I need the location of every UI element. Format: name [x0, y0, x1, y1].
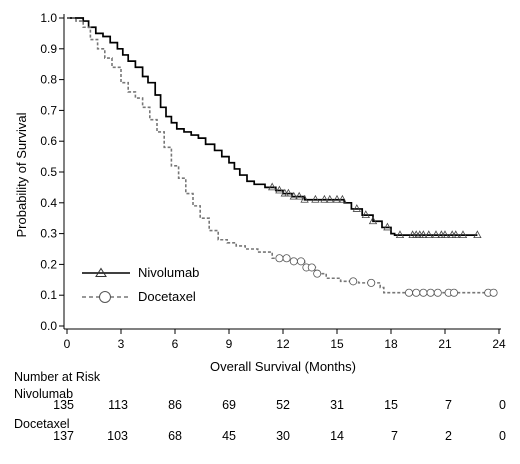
- risk-value-nivolumab: 135: [53, 398, 74, 412]
- censor-marker-triangle: [325, 194, 334, 203]
- risk-group-label-nivolumab: Nivolumab: [14, 387, 73, 401]
- x-tick-label: 9: [226, 337, 233, 351]
- legend: Nivolumab Docetaxel: [82, 265, 199, 304]
- x-tick-label: 6: [172, 337, 179, 351]
- axes: 0.0 0.1 0.2 0.3 0.4 0.5 0.6 0.7 0.8 0.9 1.0 0 3 6 9 12 1…: [40, 11, 506, 351]
- legend-label-docetaxel: Docetaxel: [138, 289, 196, 304]
- censor-marker-circle: [419, 288, 428, 297]
- x-tick-label: 3: [118, 337, 125, 351]
- censor-marker-triangle: [284, 188, 293, 197]
- risk-value-nivolumab: 69: [222, 398, 236, 412]
- censor-marker-circle: [275, 254, 284, 263]
- censor-marker-triangle: [320, 194, 329, 203]
- censor-marker-circle: [404, 288, 413, 297]
- censor-marker-triangle: [289, 191, 298, 200]
- x-tick-label: 12: [276, 337, 290, 351]
- censor-marker-triangle: [424, 230, 433, 239]
- legend-circle-icon: [99, 291, 111, 303]
- risk-group-label-docetaxel: Docetaxel: [14, 417, 70, 431]
- censor-marker-triangle: [275, 185, 284, 194]
- x-tick-label: 15: [330, 337, 344, 351]
- censor-marker-circle: [307, 263, 316, 272]
- y-tick-label: 0.4: [40, 196, 57, 210]
- risk-value-docetaxel: 14: [330, 429, 344, 443]
- y-tick-label: 0.9: [40, 42, 57, 56]
- censor-marker-circle: [289, 257, 298, 266]
- y-tick-label: 0.7: [40, 103, 57, 117]
- censor-marker-triangle: [300, 194, 309, 203]
- censor-marker-triangle: [352, 204, 361, 212]
- y-axis-title: Probability of Survival: [14, 112, 29, 237]
- legend-triangle-icon: [95, 267, 107, 277]
- censor-marker-triangle: [440, 230, 450, 239]
- censor-marker-circle: [433, 288, 442, 297]
- censor-marker-circle: [367, 278, 376, 287]
- censor-marker-circle: [296, 257, 305, 266]
- risk-values: 135 113 86 69 52 31 15 7 0 137 103 68 45 30 14 7 2 0: [53, 398, 506, 443]
- censor-marker-triangle: [395, 230, 405, 239]
- y-tick-label: 0.2: [40, 257, 57, 271]
- censor-marker-circle: [412, 288, 421, 297]
- censor-marker-circle: [313, 269, 322, 278]
- censor-marker-circle: [349, 277, 358, 286]
- censor-marker-triangle: [361, 210, 370, 219]
- risk-value-docetaxel: 0: [499, 429, 506, 443]
- censor-marker-triangle: [338, 194, 347, 203]
- x-tick-label: 0: [64, 337, 71, 351]
- censor-marker-triangle: [473, 230, 482, 239]
- y-tick-label: 0.5: [40, 165, 57, 179]
- censor-marker-circle: [426, 288, 435, 297]
- risk-value-docetaxel: 30: [276, 429, 290, 443]
- censor-marker-triangle: [268, 182, 277, 191]
- y-tick-label: 0.6: [40, 134, 57, 148]
- risk-value-docetaxel: 103: [107, 429, 128, 443]
- censor-marker-circle: [449, 288, 458, 297]
- x-tick-label: 18: [384, 337, 398, 351]
- series-line-nivolumab: [67, 17, 478, 236]
- risk-value-nivolumab: 31: [330, 398, 344, 412]
- x-tick-label: 21: [438, 337, 452, 351]
- censor-marker-triangle: [419, 230, 428, 239]
- censor-marker-circle: [282, 254, 291, 263]
- y-tick-label: 0.8: [40, 73, 57, 87]
- x-tick-label: 24: [492, 337, 506, 351]
- censor-marker-triangle: [458, 230, 468, 239]
- risk-value-docetaxel: 45: [222, 429, 236, 443]
- y-tick-label: 0.0: [40, 319, 57, 333]
- risk-value-docetaxel: 2: [445, 429, 452, 443]
- risk-value-nivolumab: 86: [168, 398, 182, 412]
- risk-value-nivolumab: 0: [499, 398, 506, 412]
- risk-value-nivolumab: 113: [108, 398, 128, 412]
- censor-marker-triangle: [431, 230, 441, 239]
- x-axis-title: Overall Survival (Months): [210, 359, 356, 374]
- risk-value-docetaxel: 7: [391, 429, 398, 443]
- risk-value-nivolumab: 7: [445, 398, 452, 412]
- risk-table-title: Number at Risk: [14, 370, 101, 384]
- risk-value-nivolumab: 52: [276, 398, 290, 412]
- risk-value-docetaxel: 68: [168, 429, 182, 443]
- censor-marker-circle: [489, 288, 498, 297]
- legend-label-nivolumab: Nivolumab: [138, 265, 199, 280]
- censor-marker-triangle: [332, 194, 342, 203]
- censor-marker-triangle: [295, 191, 304, 200]
- risk-value-nivolumab: 15: [384, 398, 398, 412]
- risk-value-docetaxel: 137: [53, 429, 74, 443]
- censor-marker-triangle: [368, 216, 378, 225]
- y-tick-label: 1.0: [40, 11, 57, 25]
- series-line-docetaxel: [67, 17, 494, 294]
- series-layer: [67, 17, 498, 297]
- censor-marker-triangle: [383, 222, 392, 231]
- censor-marker-triangle: [311, 194, 320, 203]
- y-tick-label: 0.3: [40, 227, 57, 241]
- censor-marker-triangle: [451, 230, 460, 239]
- y-tick-label: 0.1: [40, 288, 57, 302]
